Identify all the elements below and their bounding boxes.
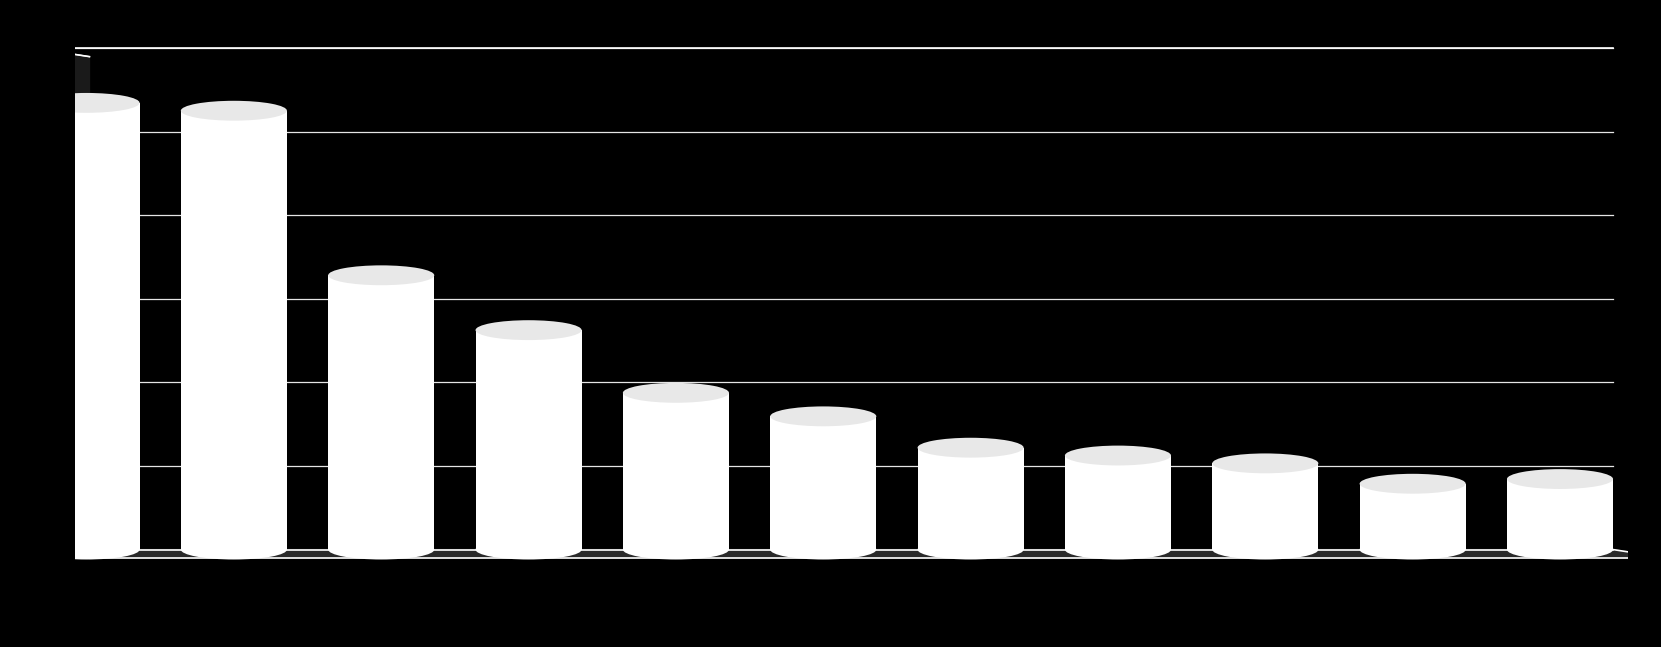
Ellipse shape (1213, 540, 1319, 560)
Bar (1213, 463, 1319, 549)
Ellipse shape (917, 438, 1023, 457)
Polygon shape (33, 48, 90, 558)
Bar (1507, 479, 1613, 549)
Ellipse shape (1065, 446, 1171, 465)
Ellipse shape (1507, 540, 1613, 560)
Bar (623, 393, 729, 549)
Bar (917, 448, 1023, 549)
Polygon shape (33, 549, 1661, 558)
Ellipse shape (33, 540, 140, 560)
Ellipse shape (1360, 474, 1465, 494)
Bar (181, 111, 287, 549)
Ellipse shape (329, 265, 434, 285)
Ellipse shape (1360, 540, 1465, 560)
Ellipse shape (475, 540, 581, 560)
Ellipse shape (771, 406, 877, 426)
Bar (329, 275, 434, 549)
Bar (1065, 455, 1171, 549)
Ellipse shape (181, 101, 287, 120)
Bar (33, 103, 140, 549)
Ellipse shape (329, 540, 434, 560)
Bar (475, 330, 581, 549)
Ellipse shape (181, 540, 287, 560)
Ellipse shape (1065, 540, 1171, 560)
Ellipse shape (771, 540, 877, 560)
Ellipse shape (33, 93, 140, 113)
Bar (1360, 484, 1465, 549)
Ellipse shape (623, 383, 729, 403)
Ellipse shape (1507, 469, 1613, 489)
Ellipse shape (475, 320, 581, 340)
Ellipse shape (1213, 454, 1319, 474)
Ellipse shape (623, 540, 729, 560)
Bar (771, 417, 877, 549)
Ellipse shape (917, 540, 1023, 560)
